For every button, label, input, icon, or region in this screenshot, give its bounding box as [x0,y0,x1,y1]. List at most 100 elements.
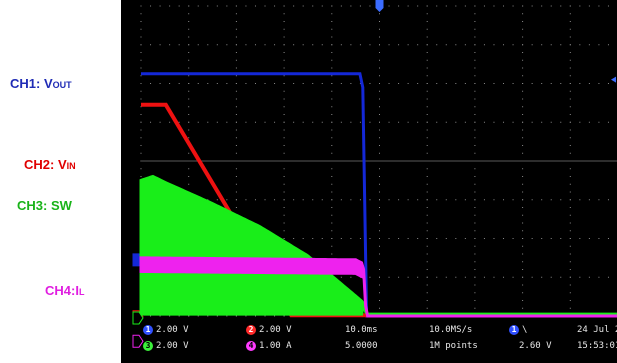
grid-dot [426,5,428,7]
grid-dot [188,129,190,131]
grid-dot [569,67,571,69]
grid-dot [216,315,218,317]
grid-dot [426,83,428,84]
grid-dot [417,121,419,123]
ch3-label: CH3: SW [17,198,72,213]
grid-dot [379,145,380,146]
grid-dot [235,106,237,108]
grid-dot [598,199,600,201]
grid-dot [426,214,428,216]
grid-dot [474,199,476,201]
grid-dot [474,59,476,61]
grid-dot [197,315,199,317]
grid-dot [188,36,190,38]
waveform-plot [132,0,617,348]
grid-dot [474,261,476,263]
grid-dot [312,44,314,46]
grid-dot [188,59,190,61]
grid-dot [188,183,190,185]
grid-dot [379,28,380,30]
grid-dot [350,238,352,239]
grid-dot [283,230,285,232]
grid-dot [550,121,552,123]
grid-dot [436,5,438,7]
grid-dot [379,222,380,224]
grid-dot [369,238,371,239]
grid-dot [598,276,600,278]
grid-dot [379,44,380,46]
grid-dot [283,52,285,53]
grid-dot [312,83,314,84]
grid-dot [474,52,476,53]
grid-dot [283,5,285,7]
grid-dot [579,238,581,239]
grid-dot [340,44,342,46]
grid-dot [407,44,409,46]
grid-dot [550,238,552,239]
grid-dot [541,121,543,123]
grid-dot [283,207,285,208]
grid-dot [483,276,485,278]
grid-dot [235,191,237,193]
grid-dot [541,199,543,201]
grid-dot [445,199,447,201]
grid-dot [379,90,380,92]
grid-dot [140,36,142,38]
grid-dot [379,75,380,77]
grid-dot [474,36,476,38]
grid-dot [350,121,352,123]
grid-dot [522,284,524,286]
grid-dot [207,44,209,46]
grid-dot [283,21,285,22]
grid-dot [474,245,476,247]
grid-dot [522,59,524,61]
grid-dot [226,44,228,46]
ch3-scale-readout: 3 2.00 V [143,341,189,351]
grid-dot [169,83,171,84]
grid-dot [579,199,581,201]
grid-dot [235,121,237,123]
grid-dot [283,83,285,84]
grid-dot [569,75,571,77]
grid-dot [340,121,342,123]
grid-dot [436,199,438,201]
ch1-scale: 2.00 V [156,325,189,335]
grid-dot [340,199,342,201]
grid-dot [235,129,237,131]
grid-dot [283,90,285,92]
grid-dot [283,145,285,146]
grid-dot [274,315,276,317]
grid-dot [331,245,333,247]
grid-dot [569,284,571,286]
date-readout: 24 Jul 2 [577,325,617,335]
grid-dot [369,83,371,84]
grid-dot [331,191,333,193]
grid-dot [607,83,609,84]
grid-dot [379,292,380,294]
grid-dot [331,28,333,30]
grid-dot [569,292,571,294]
grid-dot [283,114,285,115]
grid-dot [483,121,485,123]
grid-dot [522,98,524,100]
grid-dot [235,315,237,317]
grid-dot [598,238,600,239]
grid-dot [235,207,237,208]
grid-dot [235,152,237,154]
grid-dot [331,176,333,177]
grid-dot [407,121,409,123]
grid-dot [522,106,524,108]
grid-dot [188,168,190,170]
grid-dot [379,191,380,193]
grid-dot [226,5,228,7]
grid-dot [426,28,428,30]
grid-dot [274,5,276,7]
grid-dot [550,199,552,201]
grid-dot [531,44,533,46]
grid-dot [588,238,590,239]
grid-dot [302,238,304,239]
grid-dot [426,59,428,61]
grid-dot [178,315,180,317]
grid-dot [302,199,304,201]
grid-dot [464,83,466,84]
